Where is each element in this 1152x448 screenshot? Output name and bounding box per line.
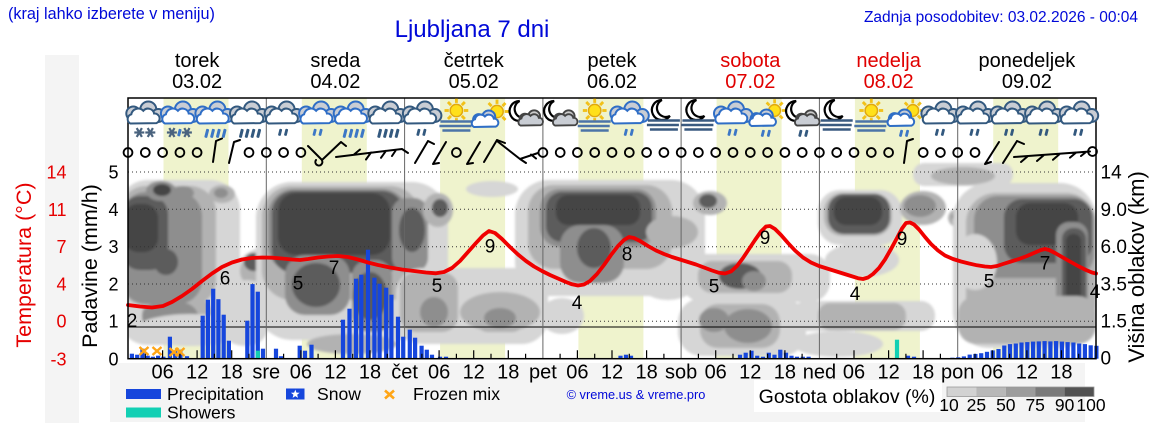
svg-text:14: 14 — [46, 163, 66, 183]
svg-text:Showers: Showers — [167, 403, 236, 423]
svg-text:07.02: 07.02 — [725, 71, 775, 93]
svg-text:Gostota oblakov (%): Gostota oblakov (%) — [759, 386, 936, 408]
svg-text:9: 9 — [485, 237, 496, 258]
svg-text:0: 0 — [1101, 349, 1112, 370]
svg-text:18: 18 — [359, 362, 381, 384]
svg-text:3.5: 3.5 — [1101, 274, 1127, 295]
svg-text:9: 9 — [760, 228, 771, 249]
svg-text:7: 7 — [56, 237, 66, 257]
svg-text:12: 12 — [1016, 362, 1038, 384]
svg-text:5: 5 — [432, 276, 443, 297]
svg-text:75: 75 — [1025, 395, 1044, 415]
svg-text:03.02: 03.02 — [172, 71, 222, 93]
svg-text:sob: sob — [665, 362, 697, 384]
svg-text:5: 5 — [984, 272, 995, 293]
svg-text:sreda: sreda — [310, 50, 361, 72]
svg-text:0: 0 — [56, 312, 66, 332]
svg-text:12: 12 — [739, 362, 761, 384]
svg-text:8: 8 — [622, 245, 633, 266]
svg-text:5: 5 — [709, 277, 720, 298]
svg-text:18: 18 — [1050, 362, 1072, 384]
svg-text:06: 06 — [290, 362, 312, 384]
svg-text:Padavine (mm/h): Padavine (mm/h) — [78, 184, 102, 348]
svg-text:2: 2 — [127, 311, 138, 332]
svg-text:9: 9 — [897, 229, 908, 250]
svg-text:5: 5 — [108, 163, 118, 183]
svg-text:Ljubljana 7 dni: Ljubljana 7 dni — [395, 16, 550, 43]
svg-text:5: 5 — [293, 274, 304, 295]
svg-text:25: 25 — [967, 395, 986, 415]
svg-text:4: 4 — [108, 200, 118, 220]
svg-text:09.02: 09.02 — [1002, 71, 1052, 93]
svg-text:18: 18 — [635, 362, 657, 384]
svg-text:12: 12 — [463, 362, 485, 384]
svg-text:12: 12 — [324, 362, 346, 384]
svg-text:Temperatura (°C): Temperatura (°C) — [12, 182, 36, 347]
svg-text:torek: torek — [175, 50, 220, 72]
svg-text:čet: čet — [391, 362, 418, 384]
svg-text:(kraj lahko izberete v meniju): (kraj lahko izberete v meniju) — [8, 5, 215, 23]
svg-text:18: 18 — [497, 362, 519, 384]
svg-text:7: 7 — [329, 258, 340, 279]
svg-text:© vreme.us & vreme.pro: © vreme.us & vreme.pro — [567, 387, 706, 402]
svg-text:Višina oblakov (km): Višina oblakov (km) — [1124, 171, 1149, 363]
svg-text:4: 4 — [850, 284, 861, 305]
svg-text:05.02: 05.02 — [449, 71, 499, 93]
svg-text:18: 18 — [221, 362, 243, 384]
svg-text:1: 1 — [108, 312, 118, 332]
svg-text:06.02: 06.02 — [587, 71, 637, 93]
svg-text:4: 4 — [1090, 282, 1101, 303]
svg-text:12: 12 — [601, 362, 623, 384]
svg-text:3: 3 — [108, 237, 118, 257]
svg-text:ned: ned — [803, 362, 836, 384]
svg-text:90: 90 — [1055, 395, 1075, 415]
svg-text:Snow: Snow — [317, 384, 361, 404]
svg-text:06: 06 — [981, 362, 1003, 384]
svg-text:06: 06 — [151, 362, 173, 384]
svg-text:4: 4 — [572, 293, 583, 314]
svg-text:Frozen mix: Frozen mix — [413, 384, 500, 404]
svg-text:0: 0 — [108, 350, 118, 370]
svg-text:pet: pet — [529, 362, 557, 384]
svg-text:06: 06 — [566, 362, 588, 384]
svg-text:sobota: sobota — [720, 50, 781, 72]
svg-text:9.0: 9.0 — [1101, 200, 1127, 221]
svg-text:10: 10 — [939, 395, 959, 415]
svg-text:100: 100 — [1076, 395, 1105, 415]
svg-text:11: 11 — [48, 200, 67, 220]
svg-text:Precipitation: Precipitation — [167, 384, 264, 404]
svg-text:4: 4 — [56, 274, 66, 294]
svg-text:50: 50 — [996, 395, 1016, 415]
svg-text:12: 12 — [186, 362, 208, 384]
svg-text:14: 14 — [1101, 163, 1123, 184]
svg-text:sre: sre — [252, 362, 280, 384]
svg-text:06: 06 — [843, 362, 865, 384]
svg-text:6: 6 — [220, 269, 231, 290]
svg-text:12: 12 — [877, 362, 899, 384]
svg-text:-3: -3 — [50, 350, 66, 370]
svg-text:04.02: 04.02 — [310, 71, 360, 93]
svg-text:18: 18 — [912, 362, 934, 384]
svg-text:7: 7 — [1040, 254, 1051, 275]
svg-text:pon: pon — [941, 362, 974, 384]
svg-text:petek: petek — [588, 50, 638, 72]
svg-text:08.02: 08.02 — [864, 71, 914, 93]
svg-text:06: 06 — [428, 362, 450, 384]
svg-text:6.0: 6.0 — [1101, 237, 1127, 258]
svg-text:Zadnja posodobitev: 03.02.2026: Zadnja posodobitev: 03.02.2026 - 00:04 — [864, 9, 1138, 26]
svg-text:06: 06 — [705, 362, 727, 384]
svg-text:1.5: 1.5 — [1101, 312, 1127, 333]
svg-text:2: 2 — [108, 274, 118, 294]
svg-text:nedelja: nedelja — [856, 50, 921, 72]
svg-text:ponedeljek: ponedeljek — [979, 50, 1077, 72]
svg-text:18: 18 — [774, 362, 796, 384]
svg-text:četrtek: četrtek — [444, 50, 505, 72]
